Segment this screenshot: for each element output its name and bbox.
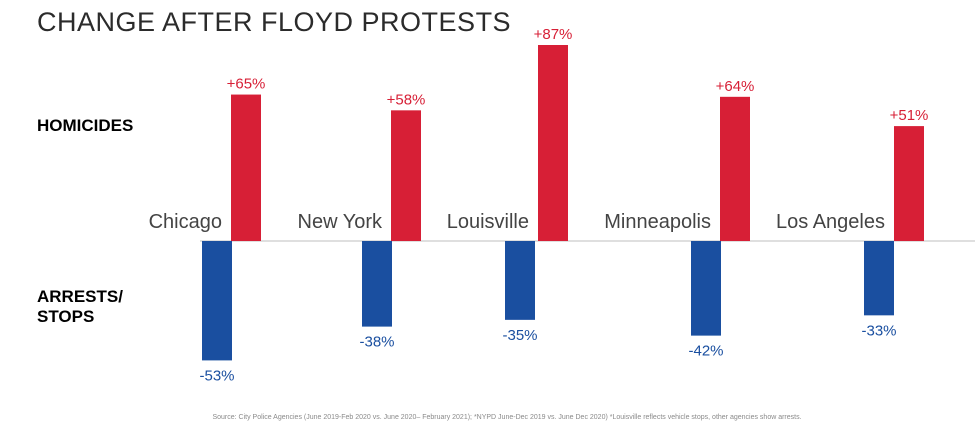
arrests-bar-chicago (202, 241, 232, 361)
arrests-row-label-line2: STOPS (37, 307, 94, 326)
homicides-row-label: HOMICIDES (37, 116, 133, 135)
chart-title: CHANGE AFTER FLOYD PROTESTS (37, 7, 511, 37)
homicides-value-los-angeles: +51% (890, 107, 929, 124)
arrests-bar-new-york (362, 241, 392, 327)
arrests-value-louisville: -35% (502, 327, 537, 344)
arrests-value-los-angeles: -33% (861, 322, 896, 339)
city-label-new-york: New York (298, 211, 383, 233)
homicides-bar-minneapolis (720, 96, 750, 241)
arrests-bar-minneapolis (691, 241, 721, 336)
arrests-row-label: ARRESTS/ STOPS (37, 287, 128, 326)
arrests-value-new-york: -38% (359, 334, 394, 351)
source-note: Source: City Police Agencies (June 2019-… (212, 414, 801, 421)
city-label-louisville: Louisville (447, 211, 529, 233)
arrests-row-label-line1: ARRESTS/ (37, 287, 123, 306)
arrests-value-minneapolis: -42% (688, 343, 723, 360)
bars-layer: +65% -53% Chicago +58% -38% New York +87% -35% L… (149, 26, 929, 384)
homicides-bar-los-angeles (894, 126, 924, 241)
arrests-bar-los-angeles (864, 241, 894, 316)
city-label-chicago: Chicago (149, 211, 222, 233)
city-label-minneapolis: Minneapolis (604, 211, 711, 233)
homicides-value-louisville: +87% (534, 26, 573, 43)
homicides-value-new-york: +58% (387, 91, 426, 108)
homicides-value-chicago: +65% (227, 76, 266, 93)
homicides-value-minneapolis: +64% (716, 78, 755, 95)
arrests-bar-louisville (505, 241, 535, 320)
homicides-bar-new-york (391, 110, 421, 241)
homicides-bar-chicago (231, 94, 261, 241)
homicides-bar-louisville (538, 45, 568, 241)
arrests-value-chicago: -53% (199, 367, 234, 384)
city-label-los-angeles: Los Angeles (776, 211, 885, 233)
